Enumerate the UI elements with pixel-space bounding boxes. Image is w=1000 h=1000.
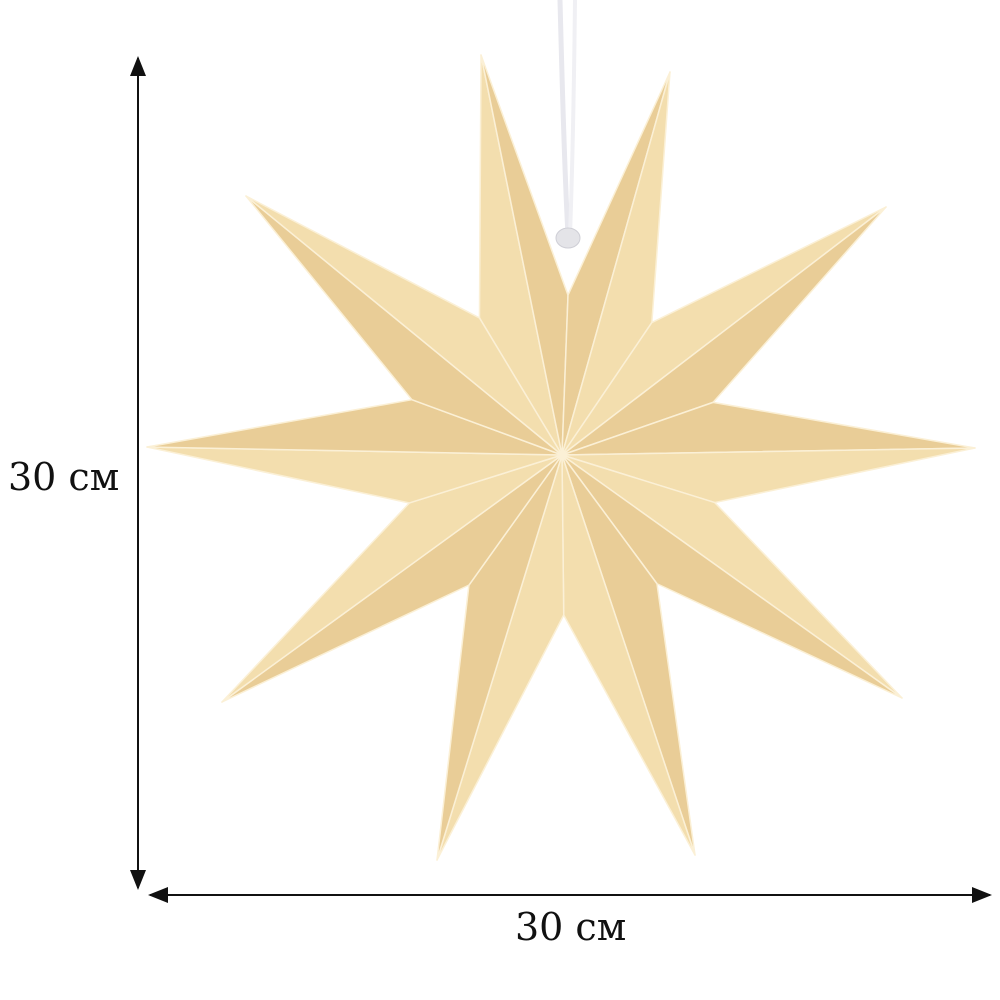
- height-label: 30 см: [8, 455, 120, 499]
- hanging-string: [555, 0, 581, 249]
- paper-star: [146, 54, 976, 861]
- width-label: 30 см: [515, 905, 627, 949]
- star-point-face: [245, 195, 563, 456]
